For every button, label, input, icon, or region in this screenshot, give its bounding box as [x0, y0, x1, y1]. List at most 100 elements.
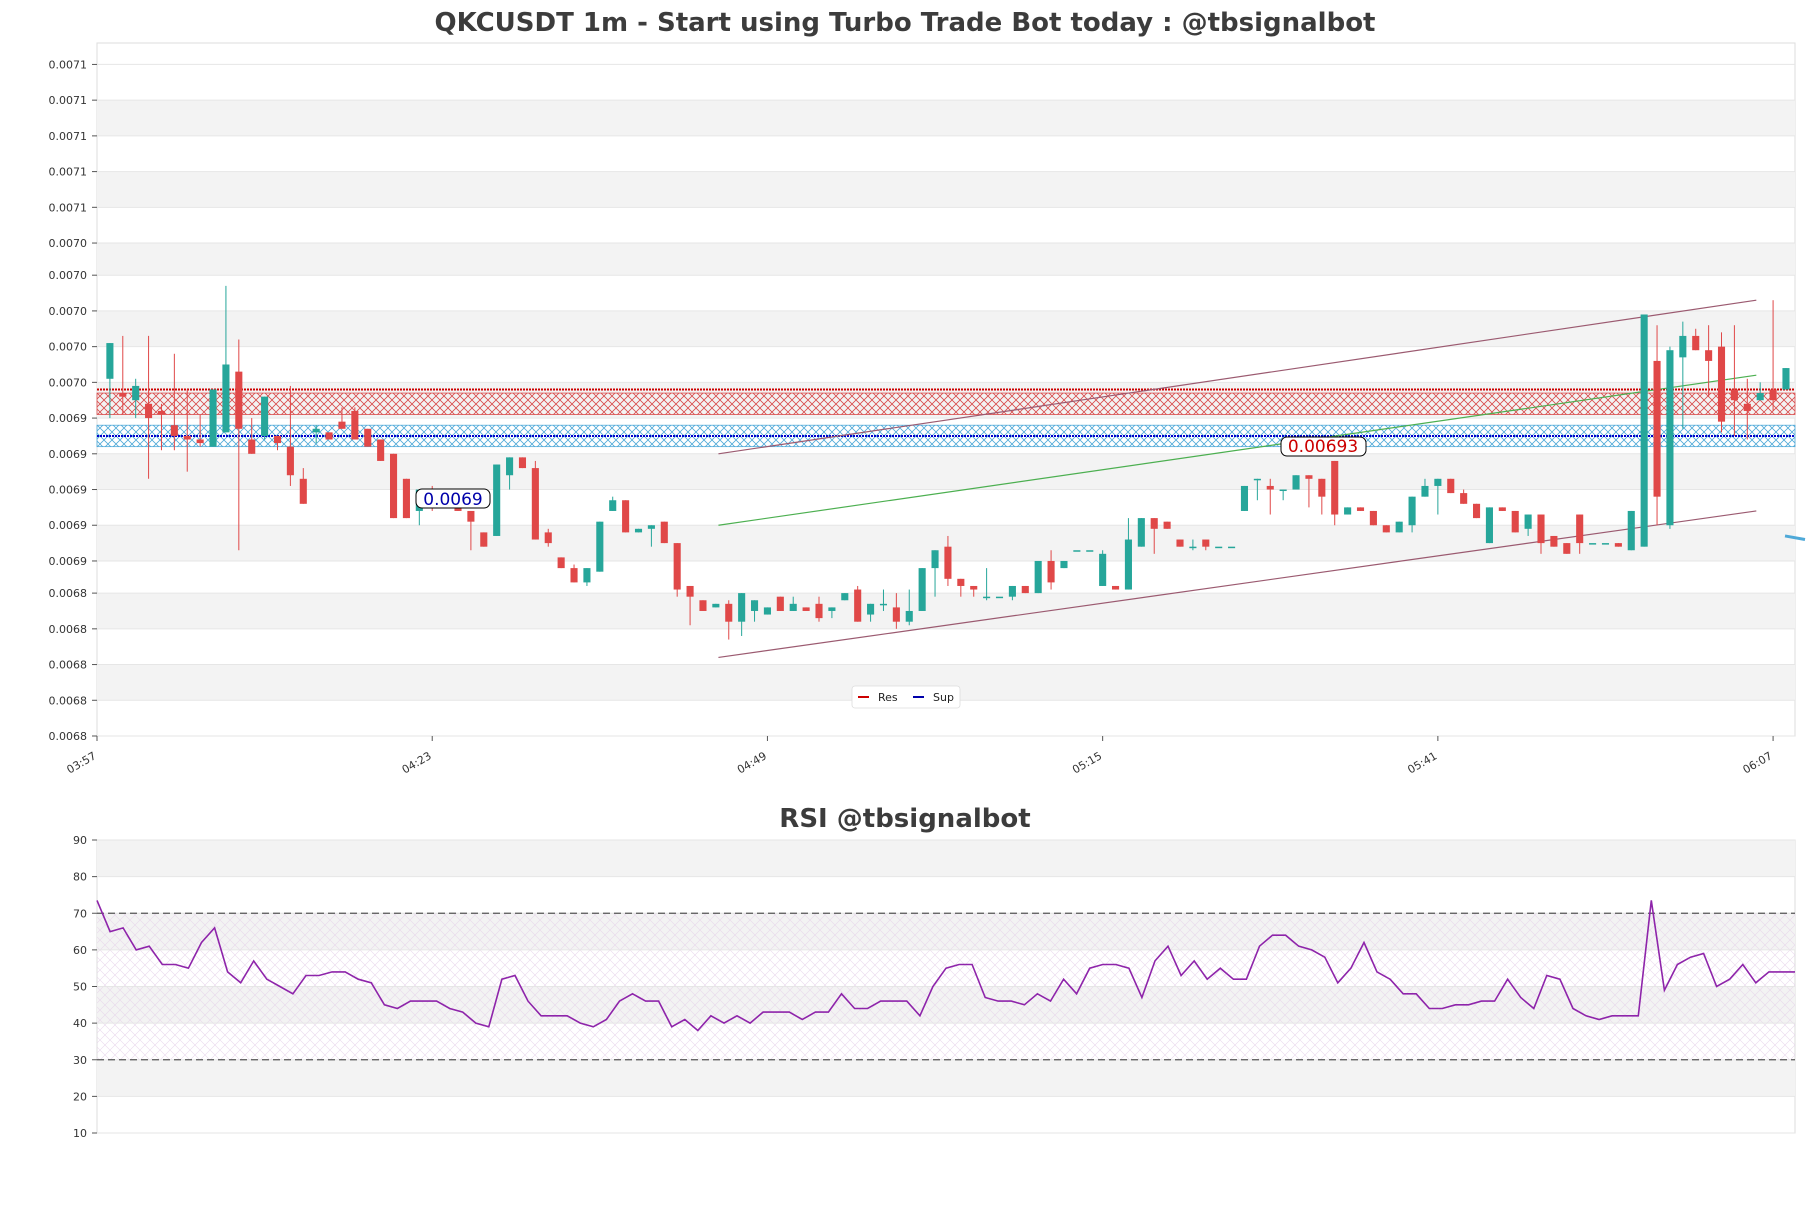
candle-body: [145, 403, 153, 419]
candle-body: [1202, 539, 1210, 547]
candle-body: [493, 464, 501, 536]
y-tick-label: 0.0068: [49, 694, 88, 707]
candle-body: [983, 596, 991, 599]
candle-body: [1331, 460, 1339, 515]
candle-body: [1356, 507, 1365, 511]
candle-body: [325, 432, 333, 440]
candle-body: [1679, 335, 1687, 358]
candle-body: [1627, 510, 1635, 551]
main-grid-band: [97, 171, 1795, 208]
candle-body: [995, 596, 1004, 599]
candle-body: [170, 425, 178, 436]
candle-body: [273, 435, 282, 444]
candle-body: [815, 603, 823, 619]
candle-body: [286, 446, 294, 476]
rsi-y-tick-label: 20: [73, 1090, 87, 1103]
last-price-marker: [1784, 534, 1806, 542]
candle-body: [1111, 585, 1120, 590]
candle-body: [132, 385, 140, 401]
candle-body: [1537, 514, 1545, 544]
candle-body: [879, 603, 888, 606]
candle-body: [1189, 546, 1197, 549]
candle-body: [196, 439, 204, 444]
candle-body: [1666, 350, 1674, 526]
trend-line-regression: [718, 374, 1757, 526]
candle-body: [596, 521, 604, 572]
candle-body: [389, 453, 398, 519]
candle-body: [970, 585, 978, 590]
candle-body: [1073, 550, 1081, 552]
candle-body: [660, 521, 668, 544]
candle-body: [1485, 507, 1493, 544]
candle-body: [106, 343, 114, 379]
y-tick-label: 0.0071: [49, 58, 88, 71]
candle-body: [1047, 560, 1055, 583]
candle-body: [918, 568, 926, 611]
rsi-y-tick-label: 60: [73, 944, 87, 957]
rsi-y-tick-label: 50: [73, 981, 87, 994]
rsi-y-tick-label: 90: [73, 834, 87, 847]
rsi-y-tick-label: 30: [73, 1054, 87, 1067]
rsi-series-line: [96, 900, 1795, 1032]
candle-body: [312, 428, 320, 433]
candle-body: [1653, 360, 1661, 497]
y-tick-label: 0.0068: [49, 623, 88, 636]
candle-body: [1176, 539, 1184, 547]
rsi-plot-bands: [96, 839, 1796, 1134]
candle-body: [544, 532, 552, 544]
candle-body: [1717, 346, 1726, 422]
main-grid-band: [97, 243, 1795, 276]
candle-body: [686, 585, 694, 597]
candle-body: [1498, 507, 1506, 511]
candle-body: [1099, 553, 1107, 586]
candle-body: [957, 578, 965, 586]
y-tick-label: 0.0068: [49, 587, 88, 600]
candle-body: [1292, 475, 1300, 490]
candlesticks: [106, 285, 1806, 640]
candle-body: [1614, 543, 1622, 547]
candle-body: [854, 589, 862, 622]
candle-body: [828, 607, 836, 611]
trend-line-channel-lower: [718, 510, 1757, 659]
candle-body: [1369, 510, 1377, 526]
candle-body: [1318, 478, 1326, 497]
y-tick-label: 0.0071: [49, 130, 88, 143]
y-tick-label: 0.0068: [49, 659, 88, 672]
candle-body: [222, 364, 230, 433]
trend-lines: [718, 299, 1757, 659]
x-tick-label: 04:23: [400, 749, 434, 776]
candle-body: [750, 600, 759, 611]
candle-body: [673, 543, 681, 590]
candle-body: [1215, 546, 1223, 549]
candle-body: [892, 607, 900, 622]
candle-body: [1008, 585, 1016, 597]
candle-body: [1743, 403, 1751, 411]
candle-body: [776, 596, 784, 611]
y-tick-label: 0.0069: [49, 555, 88, 568]
candle-body: [1408, 496, 1416, 526]
candle-body: [867, 603, 875, 615]
x-tick-label: 03:57: [65, 749, 99, 776]
candle-body: [480, 532, 488, 547]
support-resistance-zones: [96, 388, 1796, 448]
candle-body: [1576, 514, 1584, 544]
y-tick-label: 0.0071: [49, 94, 88, 107]
candle-body: [183, 435, 191, 440]
rsi-grid-band: [97, 1059, 1795, 1097]
candle-body: [467, 510, 475, 522]
candle-body: [351, 410, 359, 440]
candle-body: [1060, 560, 1068, 569]
candle-body: [1460, 493, 1468, 504]
candle-body: [402, 478, 410, 519]
candle-body: [1137, 518, 1145, 547]
resistance-zone: [96, 392, 1796, 415]
y-tick-label: 0.0068: [49, 730, 88, 743]
candle-body: [1692, 335, 1700, 351]
main-grid-band: [97, 100, 1795, 136]
candle-body: [1705, 350, 1713, 361]
y-tick-label: 0.0069: [49, 448, 88, 461]
main-grid-band: [97, 593, 1795, 629]
main-grid-band: [97, 310, 1795, 347]
candle-body: [738, 593, 746, 622]
